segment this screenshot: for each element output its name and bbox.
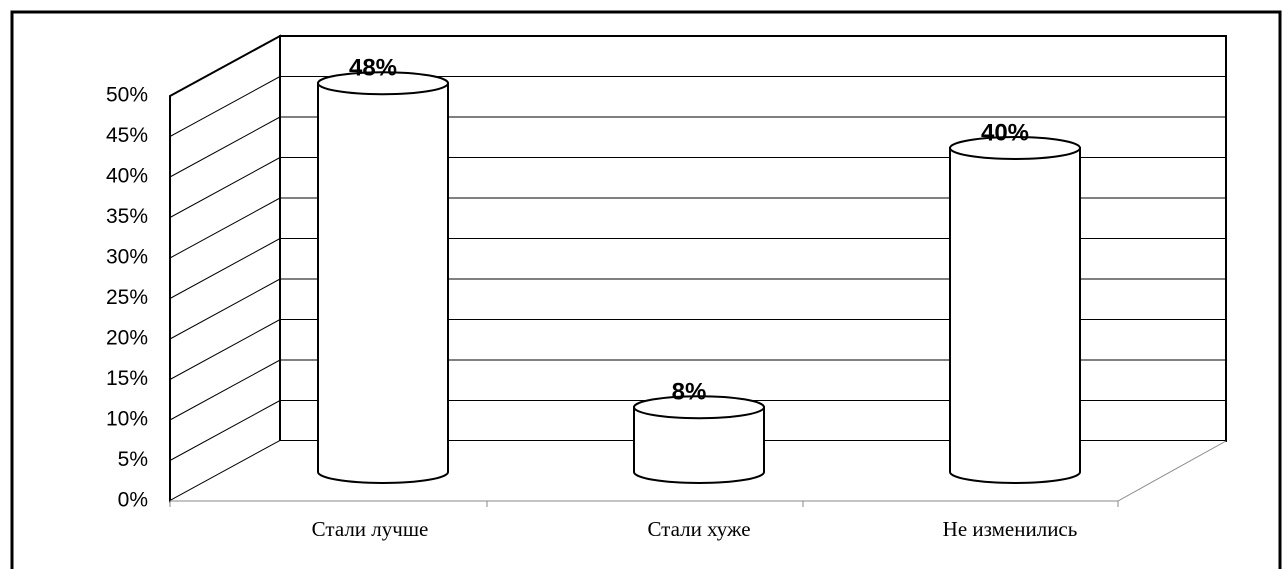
x-tick-label: Не изменились (943, 517, 1078, 541)
y-tick-label: 30% (106, 246, 148, 269)
x-tick-label: Стали лучше (312, 517, 429, 541)
y-tick-label: 45% (106, 124, 148, 147)
grid-line (169, 400, 281, 461)
grid-line (169, 359, 281, 421)
cylinder-top (633, 395, 765, 420)
cylinder (633, 406, 765, 484)
y-tick-label: 5% (118, 448, 148, 471)
grid-line (169, 116, 281, 178)
grid-line (169, 238, 281, 299)
y-tick-label: 10% (106, 408, 148, 431)
floor-edge (1117, 440, 1227, 502)
cylinder-top (317, 71, 449, 96)
grid-line (169, 76, 281, 137)
grid-line (169, 197, 281, 259)
grid-line (169, 157, 281, 218)
value-label: 40% (981, 119, 1029, 146)
value-label: 48% (349, 55, 397, 82)
grid-line (169, 278, 281, 340)
grid-line (169, 319, 281, 380)
y-tick-label: 0% (118, 489, 148, 512)
cylinder-top (949, 136, 1081, 160)
frame (10, 10, 1282, 569)
x-tick-label: Стали хуже (647, 517, 750, 541)
grid-line (169, 35, 281, 97)
y-tick-label: 20% (106, 327, 148, 350)
y-tick-label: 25% (106, 286, 148, 309)
y-tick-label: 15% (106, 367, 148, 390)
value-label: 8% (672, 379, 707, 406)
cylinder (949, 147, 1081, 484)
y-tick-label: 40% (106, 165, 148, 188)
y-tick-label: 50% (106, 84, 148, 107)
cylinder (317, 82, 449, 484)
y-tick-label: 35% (106, 205, 148, 228)
